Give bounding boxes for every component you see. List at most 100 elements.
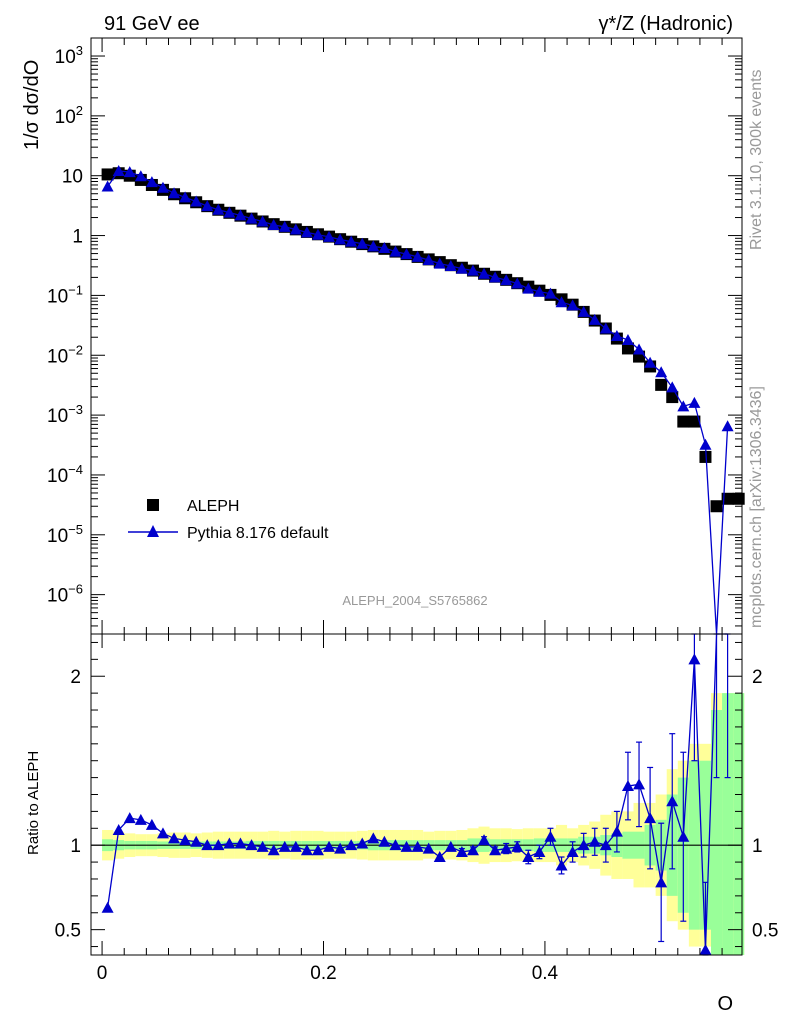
ratio-pythia-point (677, 830, 690, 842)
legend: ALEPH Pythia 8.176 default (128, 498, 329, 542)
pythia-point (522, 282, 535, 294)
aleph-point (677, 415, 690, 428)
pythia-point (610, 329, 623, 341)
pythia-point (511, 277, 524, 289)
ratio-pythia-point (688, 653, 701, 665)
ratio-inner-band (722, 693, 734, 955)
pythia-point (267, 219, 280, 231)
axes-frames: 0 0.2 0.4 10−6 10−5 10−4 10−3 10−2 10−1 1 10 102 103… (47, 37, 778, 984)
pythia-point (345, 235, 358, 247)
x-tick-label: 0.4 (532, 963, 559, 984)
pythia-point (455, 262, 468, 274)
ratio-pythia-point (433, 851, 446, 863)
ratio-pythia-point (633, 778, 646, 790)
ratio-pythia-point (278, 840, 291, 852)
pythia-point (577, 305, 590, 317)
ratio-pythia-point (588, 835, 601, 847)
ratio-pythia-point (655, 876, 668, 888)
ratio-pythia-point (201, 839, 214, 851)
legend-pythia-label: Pythia 8.176 default (187, 525, 329, 542)
pythia-point (444, 259, 457, 271)
ratio-pythia-point (101, 901, 114, 913)
pythia-point (644, 356, 657, 368)
pythia-point (433, 257, 446, 269)
pythia-point (699, 438, 712, 450)
ratio-inner-band (711, 710, 723, 955)
ratio-pythia-point (522, 851, 535, 863)
pythia-point (588, 313, 601, 325)
ratio-pythia-point (577, 839, 590, 851)
legend-aleph-label: ALEPH (187, 498, 239, 515)
ratio-pythia-point (311, 844, 324, 856)
pythia-point (256, 215, 269, 227)
ratio-pythia-point (555, 859, 568, 871)
ratio-pythia-point (212, 839, 225, 851)
pythia-point (334, 233, 347, 245)
ratio-pythia-point (256, 840, 269, 852)
pythia-point (533, 285, 546, 297)
pythia-point (666, 381, 679, 393)
ratio-pythia-point (345, 839, 358, 851)
left-title: 91 GeV ee (104, 13, 200, 35)
y-tick-label: 10−4 (47, 462, 83, 487)
right-title: γ*/Z (Hadronic) (599, 13, 733, 35)
pythia-point (721, 420, 734, 432)
y-tick-label: 10 (62, 167, 83, 188)
pythia-point (234, 209, 247, 221)
aleph-point (710, 500, 723, 513)
ratio-pythia-point (356, 837, 369, 849)
pythia-point (677, 400, 690, 412)
y-tick-label: 10−5 (47, 522, 83, 547)
pythia-point (478, 267, 491, 279)
pythia-point (223, 206, 236, 218)
mcplots-label: mcplots.cern.ch [arXiv:1306.3436] (748, 386, 765, 628)
ratio-pythia-point (699, 943, 712, 955)
aleph-point (655, 378, 668, 391)
ratio-pythia-point (289, 840, 302, 852)
pythia-point (245, 212, 258, 224)
ratio-pythia-point (378, 835, 391, 847)
ratio-pythia-point (300, 844, 313, 856)
pythia-point (400, 248, 413, 260)
ratio-pythia-point (323, 840, 336, 852)
ratio-pythia-point (389, 839, 402, 851)
pythia-point (311, 228, 324, 240)
ratio-pythia-point (190, 835, 203, 847)
analysis-id-label: ALEPH_2004_S5765862 (342, 593, 487, 608)
ratio-pythia-point (466, 844, 479, 856)
pythia-point (112, 164, 125, 176)
pythia-point (123, 166, 136, 178)
pythia-point (500, 274, 513, 286)
pythia-point (134, 170, 147, 182)
ratio-pythia-point (145, 818, 158, 830)
ratio-pythia-point (621, 780, 634, 792)
ratio-pythia-point (666, 795, 679, 807)
ratio-pythia-point (489, 844, 502, 856)
ratio-pythia-point (234, 837, 247, 849)
ratio-pythia-point (223, 837, 236, 849)
x-tick-label: 0.2 (310, 963, 336, 984)
ratio-pythia-point (134, 813, 147, 825)
pythia-point (190, 195, 203, 207)
ratio-pythia-point (245, 839, 258, 851)
pythia-point (466, 264, 479, 276)
ratio-y-tick-label-right: 2 (752, 667, 763, 688)
ratio-pythia-point (544, 830, 557, 842)
pythia-point (389, 245, 402, 257)
aleph-point (721, 492, 734, 505)
aleph-point (101, 168, 114, 181)
pythia-point (356, 237, 369, 249)
ratio-pythia-point (422, 842, 435, 854)
ratio-y-tick-label: 1 (70, 836, 81, 857)
pythia-point (323, 230, 336, 242)
ratio-pythia-point (400, 840, 413, 852)
ratio-pythia-point (478, 834, 491, 846)
pythia-point (633, 343, 646, 355)
pythia-point (566, 299, 579, 311)
pythia-point (422, 254, 435, 266)
pythia-point (378, 241, 391, 253)
ratio-pythia-point (511, 840, 524, 852)
ratio-y-tick-label-right: 1 (752, 836, 763, 857)
y-tick-label: 1 (72, 227, 83, 248)
